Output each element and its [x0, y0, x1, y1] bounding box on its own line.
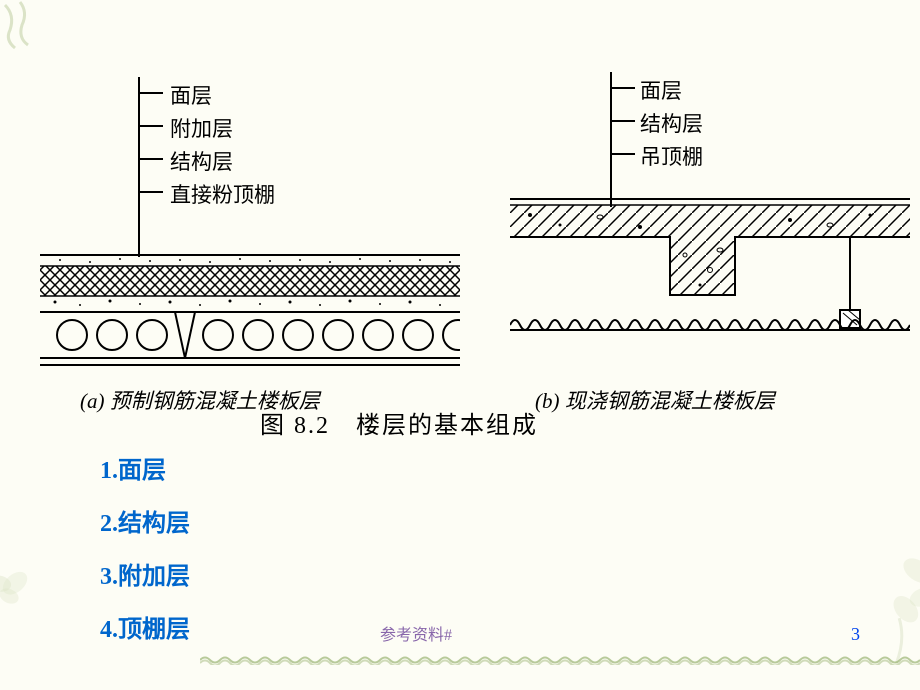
- tick-line: [610, 120, 635, 122]
- tick-line: [138, 158, 163, 160]
- tick-line: [610, 87, 635, 89]
- list-item-1: 1.面层: [100, 450, 190, 485]
- label-left-2: 结构层: [170, 146, 233, 176]
- decoration-left: [0, 542, 50, 626]
- tick-line: [138, 92, 163, 94]
- page-number: 3: [851, 624, 860, 645]
- footer-reference: 参考资料#: [380, 621, 452, 645]
- figure-caption: 图 8.2 楼层的基本组成: [260, 405, 538, 440]
- diagrams-container: 面层 附加层 结构层 直接粉顶棚: [40, 50, 890, 420]
- decoration-wavy-bottom: [200, 655, 920, 665]
- label-left-1: 附加层: [170, 113, 233, 143]
- list-item-4: 4.顶棚层: [100, 609, 190, 644]
- tick-line: [138, 191, 163, 193]
- caption-right: (b) 现浇钢筋混凝土楼板层: [535, 385, 775, 415]
- label-right-2: 吊顶棚: [640, 141, 703, 171]
- label-right-1: 结构层: [640, 108, 703, 138]
- list-item-3: 3.附加层: [100, 556, 190, 591]
- list-container: 1.面层 2.结构层 3.附加层 4.顶棚层: [100, 450, 190, 662]
- decoration-corner-top: [0, 0, 70, 50]
- tick-line: [138, 125, 163, 127]
- label-left-3: 直接粉顶棚: [170, 179, 275, 209]
- tick-line: [610, 153, 635, 155]
- cross-section-right: [510, 185, 910, 365]
- list-item-2: 2.结构层: [100, 503, 190, 538]
- leader-line-main-left: [138, 77, 140, 257]
- label-right-0: 面层: [640, 75, 682, 105]
- cross-section-left: [40, 240, 460, 380]
- label-left-0: 面层: [170, 80, 212, 110]
